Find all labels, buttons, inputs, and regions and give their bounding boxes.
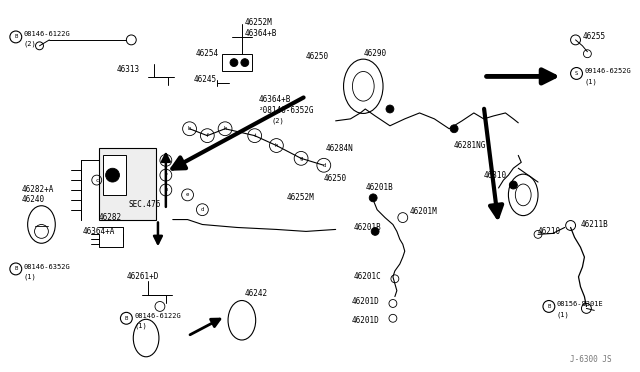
Text: 46240: 46240 — [22, 195, 45, 204]
Text: 46210: 46210 — [538, 227, 561, 236]
Circle shape — [450, 125, 458, 133]
Text: 46250: 46250 — [324, 174, 347, 183]
Text: (1): (1) — [584, 78, 597, 84]
Text: N: N — [111, 173, 114, 178]
Text: 46254: 46254 — [195, 49, 219, 58]
Text: 46310: 46310 — [484, 171, 507, 180]
FancyBboxPatch shape — [102, 155, 126, 195]
Text: 46313: 46313 — [116, 65, 140, 74]
Text: 46261+D: 46261+D — [126, 272, 159, 281]
Text: 08146-6122G: 08146-6122G — [134, 313, 181, 319]
Text: 09146-6252G: 09146-6252G — [584, 68, 631, 74]
Circle shape — [371, 227, 379, 235]
Text: SEC.476: SEC.476 — [129, 200, 161, 209]
Text: S: S — [575, 71, 578, 76]
Text: 46201D: 46201D — [351, 297, 379, 306]
FancyBboxPatch shape — [222, 54, 252, 71]
Text: J-6300 JS: J-6300 JS — [570, 355, 612, 364]
Circle shape — [386, 105, 394, 113]
Text: 46211B: 46211B — [580, 220, 608, 229]
Text: 46281NG: 46281NG — [454, 141, 486, 150]
Text: ²08146-6352G: ²08146-6352G — [259, 106, 314, 115]
FancyBboxPatch shape — [99, 148, 156, 219]
Text: 46364+B: 46364+B — [245, 29, 277, 38]
Circle shape — [230, 59, 238, 67]
Text: (1): (1) — [134, 323, 147, 330]
Text: 46252M: 46252M — [245, 17, 273, 27]
Text: 46242: 46242 — [245, 289, 268, 298]
Circle shape — [509, 181, 517, 189]
Circle shape — [106, 168, 120, 182]
Text: b: b — [164, 158, 168, 163]
Text: B: B — [14, 35, 17, 39]
Text: (1): (1) — [557, 311, 570, 318]
Text: 46201C: 46201C — [353, 272, 381, 281]
Text: e: e — [186, 192, 189, 198]
Text: B: B — [14, 266, 17, 272]
Text: 46282+A: 46282+A — [22, 186, 54, 195]
Text: i: i — [253, 133, 257, 138]
Text: 46201B: 46201B — [365, 183, 393, 192]
Text: h: h — [164, 187, 168, 192]
Text: (2): (2) — [24, 41, 36, 47]
Text: 46284N: 46284N — [326, 144, 353, 153]
Text: h: h — [223, 126, 227, 131]
Text: 46245: 46245 — [193, 75, 216, 84]
Text: B: B — [547, 304, 550, 309]
Text: c: c — [95, 177, 99, 183]
Text: f: f — [205, 133, 209, 138]
Text: 46201D: 46201D — [351, 316, 379, 325]
Text: (1): (1) — [24, 273, 36, 280]
Text: 46364+B: 46364+B — [259, 94, 291, 104]
Text: g: g — [300, 156, 303, 161]
Text: B: B — [125, 316, 128, 321]
Text: b: b — [188, 126, 191, 131]
Text: d: d — [322, 163, 325, 168]
Text: 46290: 46290 — [364, 49, 387, 58]
Circle shape — [369, 194, 377, 202]
Text: 46201M: 46201M — [410, 207, 437, 216]
Text: d: d — [201, 207, 204, 212]
Text: f: f — [164, 173, 168, 178]
Text: 08146-6122G: 08146-6122G — [24, 31, 70, 37]
Text: 46201B: 46201B — [353, 223, 381, 232]
Text: 08146-6352G: 08146-6352G — [24, 264, 70, 270]
Text: h: h — [275, 143, 278, 148]
Text: 46250: 46250 — [306, 52, 329, 61]
Text: 46282: 46282 — [99, 213, 122, 222]
Text: 08156-8301E: 08156-8301E — [557, 301, 604, 308]
Text: (2): (2) — [271, 118, 284, 124]
Circle shape — [241, 59, 249, 67]
Text: 46364+A: 46364+A — [83, 227, 115, 236]
Text: 46255: 46255 — [582, 32, 605, 41]
Text: 46252M: 46252M — [286, 193, 314, 202]
